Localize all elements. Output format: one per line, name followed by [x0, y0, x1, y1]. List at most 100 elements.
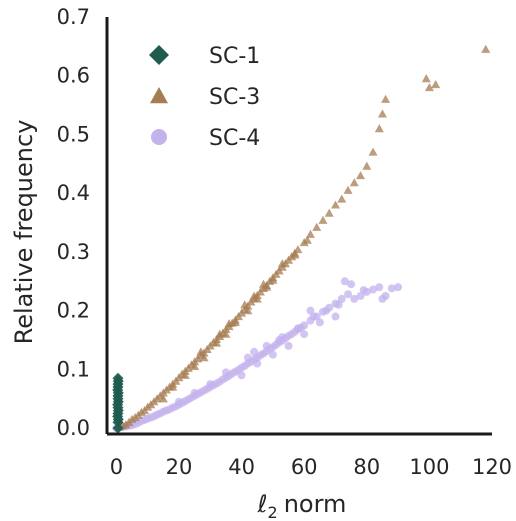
y-tick-label: 0.3 — [57, 240, 90, 264]
data-point-sc-3 — [180, 370, 190, 379]
data-point-sc-3 — [424, 82, 434, 92]
y-tick-label: 0.2 — [57, 299, 90, 323]
legend-label-sc-1: SC-1 — [209, 44, 260, 69]
x-tick-label: 0 — [110, 455, 123, 479]
data-point-sc-3 — [212, 338, 222, 347]
x-axis-title: ℓ2 norm — [257, 490, 347, 521]
data-point-sc-3 — [259, 279, 269, 288]
data-point-sc-4 — [190, 388, 199, 397]
data-point-sc-3 — [268, 275, 278, 284]
data-point-sc-4 — [268, 350, 277, 359]
legend-label-sc-3: SC-3 — [209, 85, 260, 110]
data-point-sc-4 — [378, 294, 387, 303]
y-tick-label: 0.6 — [57, 64, 90, 88]
data-point-sc-4 — [300, 330, 309, 339]
y-tick-label: 0.0 — [57, 416, 90, 440]
data-point-sc-4 — [331, 312, 340, 321]
data-point-sc-3 — [230, 317, 240, 327]
x-axis-title-subscript: 2 — [268, 503, 278, 521]
data-point-sc-3 — [337, 194, 347, 203]
x-tick-label: 100 — [409, 455, 449, 479]
data-point-sc-4 — [340, 277, 349, 286]
data-point-sc-3 — [243, 306, 253, 315]
data-point-sc-3 — [330, 200, 340, 209]
data-point-sc-4 — [237, 371, 246, 380]
data-point-sc-3 — [312, 222, 322, 231]
data-point-sc-3 — [302, 235, 312, 244]
data-point-sc-4 — [347, 280, 356, 289]
data-point-sc-3 — [305, 229, 315, 238]
x-tick-label: 80 — [353, 455, 380, 479]
data-point-sc-3 — [343, 185, 353, 194]
data-point-sc-3 — [356, 171, 366, 180]
data-point-sc-4 — [387, 284, 396, 293]
x-tick-label: 20 — [166, 455, 193, 479]
data-point-sc-4 — [262, 341, 271, 350]
data-point-sc-4 — [394, 283, 403, 292]
y-tick-label: 0.4 — [57, 181, 90, 205]
data-point-sc-3 — [377, 109, 387, 118]
data-point-sc-3 — [158, 394, 168, 403]
data-point-sc-3 — [277, 259, 287, 268]
data-point-sc-3 — [224, 319, 234, 328]
y-tick-label: 0.1 — [57, 357, 90, 381]
data-point-sc-3 — [368, 147, 378, 156]
data-point-sc-4 — [344, 290, 353, 299]
x-axis-title-math: ℓ — [257, 490, 268, 518]
legend-label-sc-4: SC-4 — [209, 126, 260, 151]
data-point-sc-4 — [375, 283, 384, 292]
y-tick-label: 0.5 — [57, 122, 90, 146]
data-point-sc-4 — [221, 368, 230, 377]
data-point-sc-4 — [337, 294, 346, 303]
data-point-sc-3 — [421, 74, 431, 83]
data-point-sc-3 — [196, 347, 206, 356]
data-point-sc-4 — [350, 294, 359, 303]
data-point-sc-3 — [349, 178, 359, 187]
data-point-sc-4 — [253, 359, 262, 368]
data-point-sc-4 — [309, 312, 318, 321]
data-point-sc-4 — [293, 324, 302, 333]
data-point-sc-1 — [112, 422, 124, 434]
x-tick-label: 120 — [472, 455, 512, 479]
data-point-sc-4 — [174, 397, 183, 406]
data-point-sc-3 — [362, 161, 372, 170]
data-point-sc-3 — [190, 361, 200, 371]
legend-marker-sc-3 — [150, 87, 168, 104]
data-point-sc-4 — [300, 321, 309, 330]
data-point-sc-3 — [318, 215, 328, 224]
y-axis-title: Relative frequency — [10, 120, 38, 345]
data-point-sc-3 — [215, 329, 225, 338]
y-tick-labels: 0.0 0.1 0.2 0.3 0.4 0.5 0.6 0.7 — [57, 5, 90, 440]
data-point-sc-4 — [250, 347, 259, 356]
data-point-sc-3 — [374, 124, 384, 133]
data-point-sc-4 — [306, 306, 315, 315]
data-point-sc-3 — [249, 291, 259, 300]
data-point-sc-1 — [112, 372, 124, 384]
data-point-sc-3 — [240, 300, 250, 309]
data-point-sc-3 — [324, 208, 334, 217]
x-tick-label: 40 — [228, 455, 255, 479]
data-point-sc-4 — [356, 291, 365, 300]
data-point-sc-3 — [168, 382, 178, 391]
data-point-sc-4 — [359, 286, 368, 295]
y-tick-label: 0.7 — [57, 5, 90, 29]
data-point-sc-3 — [290, 250, 300, 259]
data-point-sc-4 — [334, 300, 343, 309]
legend-marker-sc-1 — [149, 45, 169, 65]
legend-marker-sc-4 — [151, 129, 167, 145]
legend: SC-1 SC-3 SC-4 — [149, 44, 260, 151]
data-point-sc-4 — [369, 285, 378, 294]
data-point-sc-4 — [322, 306, 331, 315]
data-point-sc-3 — [431, 80, 441, 89]
data-point-sc-3 — [381, 94, 391, 103]
data-point-sc-3 — [221, 329, 231, 338]
data-point-sc-4 — [275, 336, 284, 345]
data-point-sc-3 — [481, 44, 491, 53]
data-point-sc-4 — [315, 318, 324, 327]
data-point-sc-4 — [206, 380, 215, 389]
data-point-sc-4 — [284, 341, 293, 350]
data-point-sc-4 — [243, 353, 252, 362]
x-tick-label: 60 — [291, 455, 318, 479]
x-tick-labels: 0 20 40 60 80 100 120 — [110, 455, 512, 479]
